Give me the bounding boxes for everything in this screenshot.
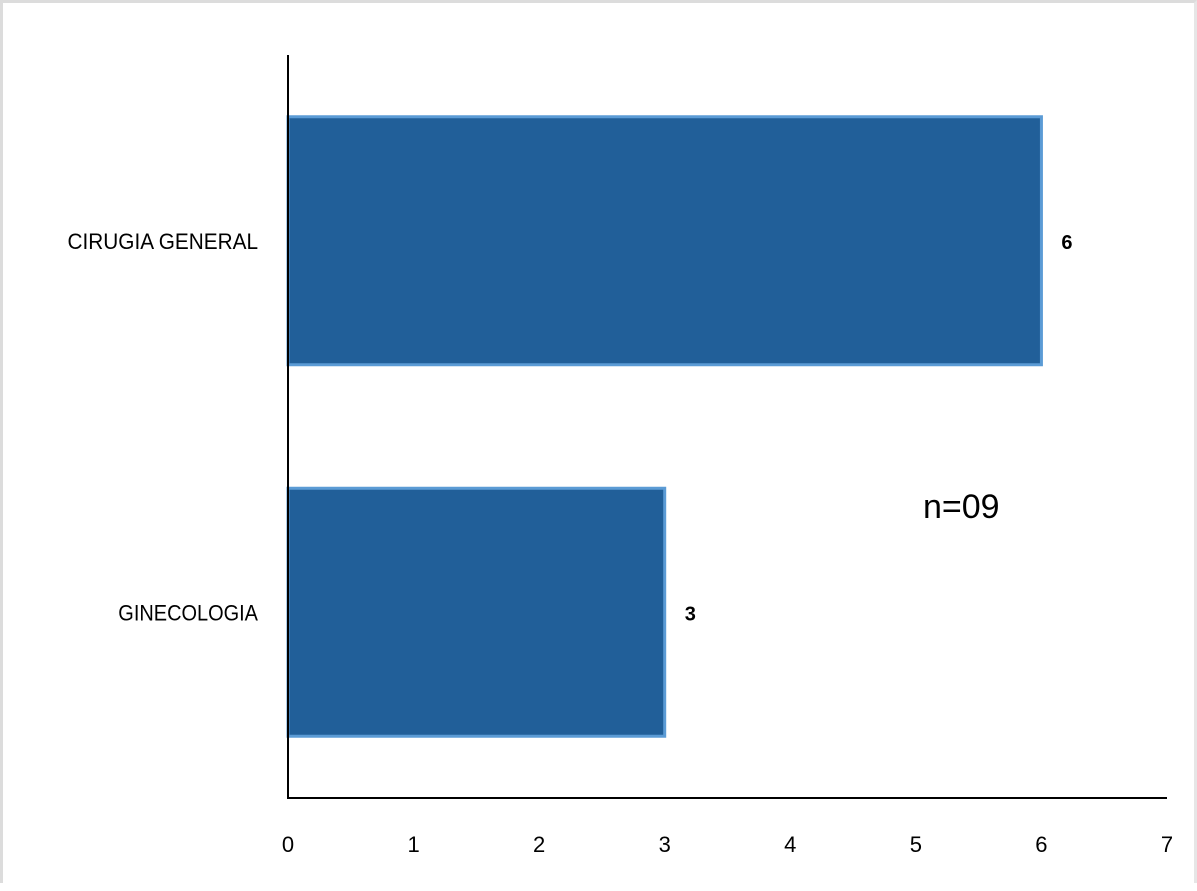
- x-tick-label: 1: [407, 832, 419, 857]
- bar-ginecologia: [286, 486, 667, 738]
- x-tick-label: 7: [1161, 832, 1173, 857]
- sample-size-annotation: n=09: [923, 488, 1000, 526]
- x-tick-label: 3: [659, 832, 671, 857]
- bars-layer: [286, 115, 1043, 738]
- bar-cirugia-general: [286, 115, 1043, 367]
- data-label: 3: [685, 603, 696, 625]
- data-label: 6: [1061, 232, 1072, 254]
- bar-chart: CIRUGIA GENERAL 6 GINECOLOGIA 3 0 1 2 3 4 5 6 7 n=0…: [68, 55, 1174, 857]
- labels-layer: CIRUGIA GENERAL 6 GINECOLOGIA 3 0 1 2 3 4 5 6 7: [68, 229, 1174, 857]
- category-label: GINECOLOGIA: [118, 600, 258, 625]
- x-tick-label: 0: [282, 832, 294, 857]
- x-tick-label: 4: [784, 832, 796, 857]
- x-tick-label: 6: [1035, 832, 1047, 857]
- x-tick-label: 2: [533, 832, 545, 857]
- category-label: CIRUGIA GENERAL: [68, 229, 259, 254]
- x-tick-label: 5: [910, 832, 922, 857]
